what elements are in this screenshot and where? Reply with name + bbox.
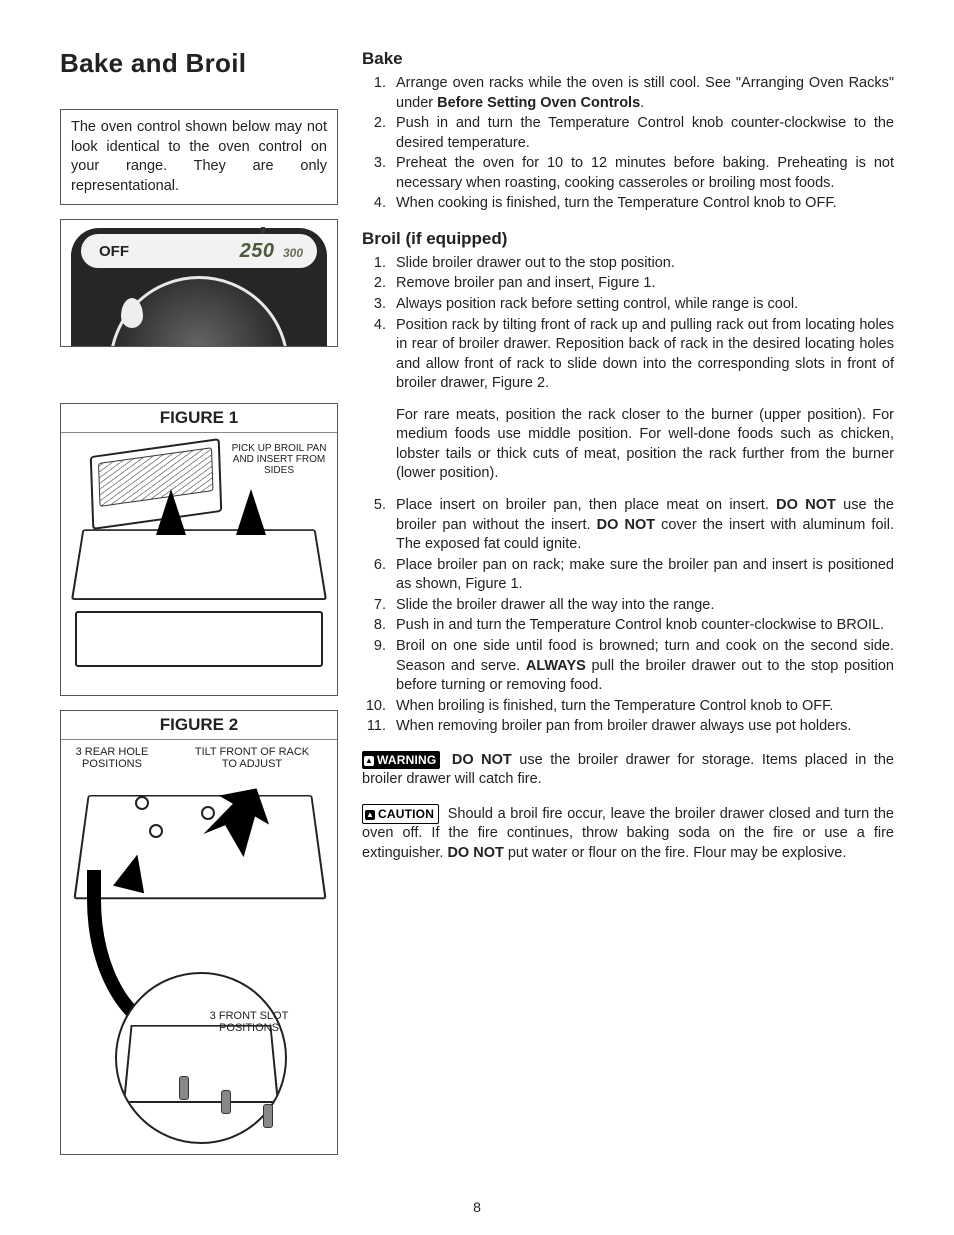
warning-paragraph: WARNING DO NOT use the broiler drawer fo…	[362, 751, 894, 790]
main-title: Bake and Broil	[60, 48, 338, 79]
warning-badge: WARNING	[362, 751, 440, 769]
list-item: Always position rack before setting cont…	[390, 295, 894, 315]
list-item: Remove broiler pan and insert, Figure 1.	[390, 274, 894, 294]
list-item: Broil on one side until food is browned;…	[390, 637, 894, 696]
bake-steps: Arrange oven racks while the oven is sti…	[362, 74, 894, 214]
up-arrow-icon	[156, 489, 186, 535]
knob-off-label: OFF	[99, 243, 129, 260]
figure-2-label-rear: 3 REAR HOLE POSITIONS	[69, 746, 155, 770]
bake-heading: Bake	[362, 48, 894, 71]
figure-1: FIGURE 1 PICK UP BROIL PAN AND INSERT FR…	[60, 403, 338, 696]
oven-knob-diagram: OFF 250 300	[60, 219, 338, 347]
list-item: Push in and turn the Temperature Control…	[390, 114, 894, 153]
list-item: When removing broiler pan from broiler d…	[390, 717, 894, 737]
broil-steps: Slide broiler drawer out to the stop pos…	[362, 254, 894, 737]
figure-2-label-front: 3 FRONT SLOT POSITIONS	[201, 1010, 297, 1034]
figure-2: FIGURE 2 3 REAR HOLE POSITIONS TILT FRON…	[60, 710, 338, 1155]
page-number: 8	[0, 1199, 954, 1215]
list-item: Slide broiler drawer out to the stop pos…	[390, 254, 894, 274]
list-item: When broiling is finished, turn the Temp…	[390, 697, 894, 717]
figure-2-label-tilt: TILT FRONT OF RACK TO ADJUST	[191, 746, 313, 770]
figure-1-label: PICK UP BROIL PAN AND INSERT FROM SIDES	[229, 443, 329, 476]
list-item: Position rack by tilting front of rack u…	[390, 316, 894, 485]
list-item: Arrange oven racks while the oven is sti…	[390, 74, 894, 113]
note-box: The oven control shown below may not loo…	[60, 109, 338, 205]
caution-badge: CAUTION	[362, 804, 439, 824]
caution-paragraph: CAUTION Should a broil fire occur, leave…	[362, 804, 894, 864]
list-item: Push in and turn the Temperature Control…	[390, 616, 894, 636]
knob-temp-small: 300	[283, 246, 303, 260]
list-item: When cooking is finished, turn the Tempe…	[390, 194, 894, 214]
magnifier-circle	[115, 972, 287, 1144]
list-item: Slide the broiler drawer all the way int…	[390, 596, 894, 616]
figure-1-title: FIGURE 1	[61, 404, 337, 433]
knob-temp-main: 250	[240, 240, 275, 262]
list-item: Place broiler pan on rack; make sure the…	[390, 556, 894, 595]
list-item: Preheat the oven for 10 to 12 minutes be…	[390, 154, 894, 193]
list-item: Place insert on broiler pan, then place …	[390, 496, 894, 555]
figure-2-title: FIGURE 2	[61, 711, 337, 740]
up-arrow-icon	[236, 489, 266, 535]
broil-mid-para: For rare meats, position the rack closer…	[396, 406, 894, 484]
broil-heading: Broil (if equipped)	[362, 228, 894, 251]
